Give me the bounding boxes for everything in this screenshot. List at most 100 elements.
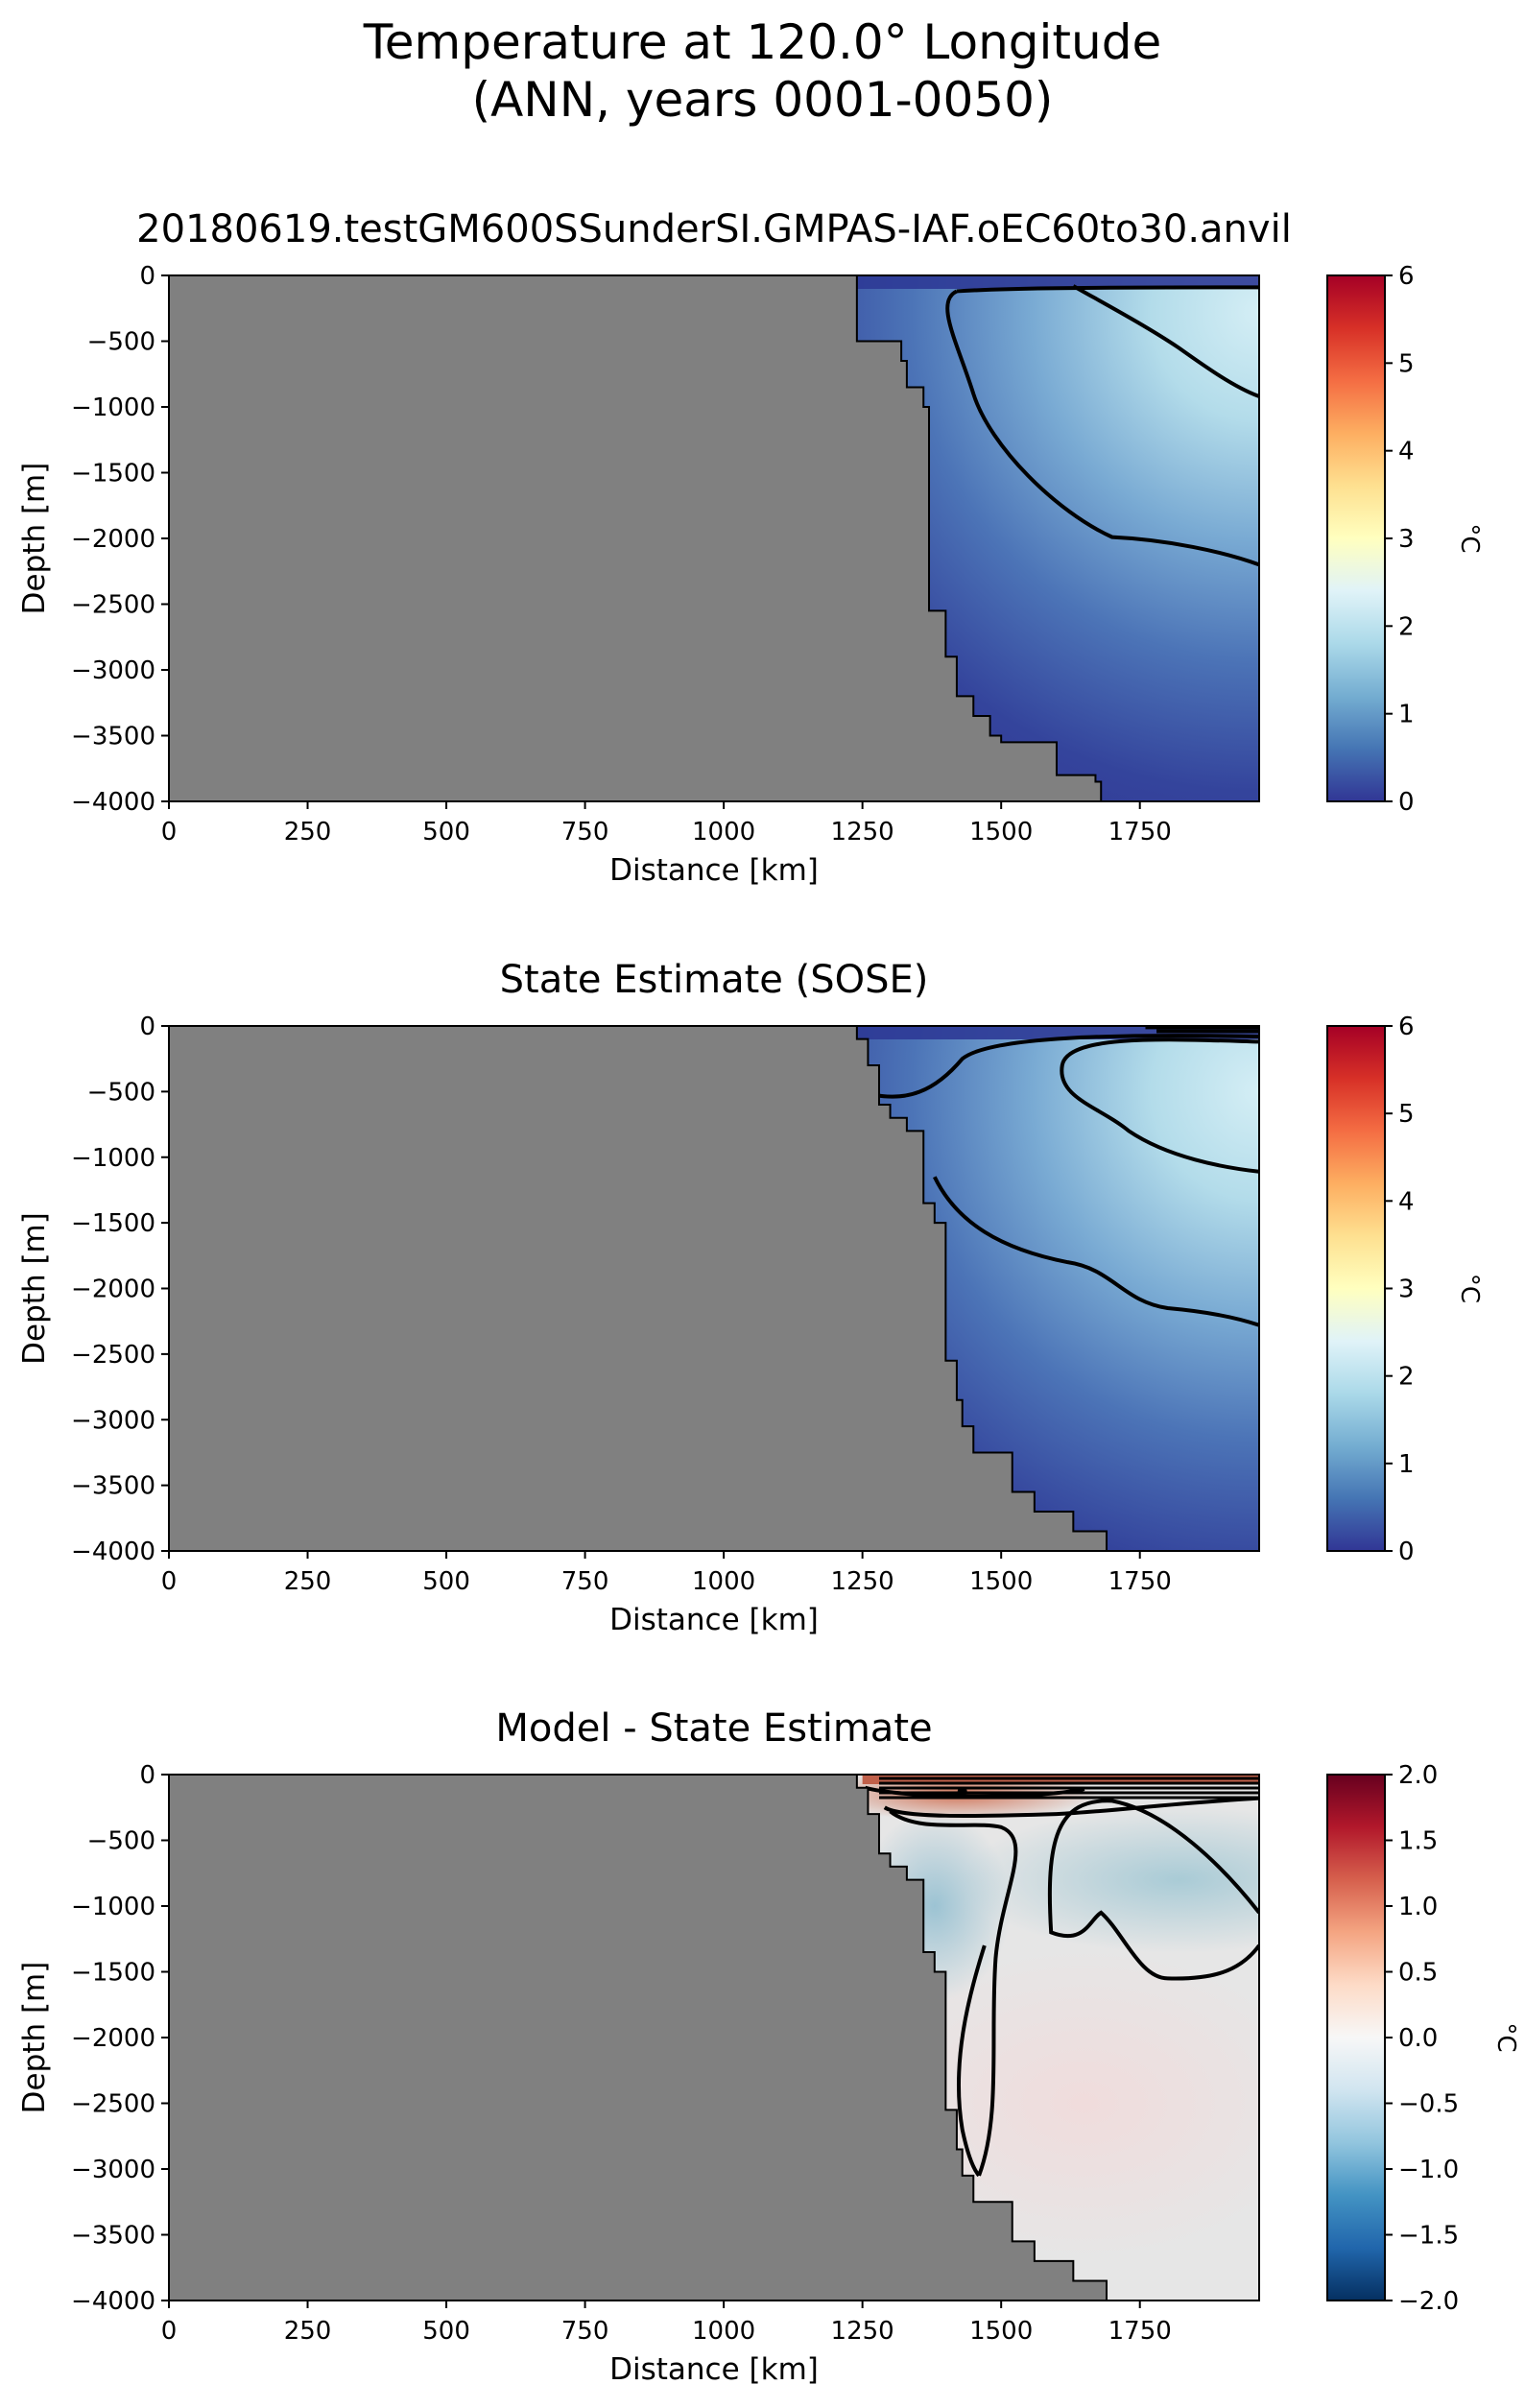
contour-line [933, 1176, 1259, 1327]
x-tick-label: 1250 [831, 2317, 894, 2346]
y-tick-label: −1000 [71, 393, 155, 422]
x-axis-label: Distance [km] [609, 2352, 819, 2387]
panel-2: State Estimate (SOSE)0 250 500 750 1000 1250 1… [17, 958, 1484, 1637]
colorbar-tick-label: −1.0 [1398, 2156, 1459, 2184]
contour-line [1145, 1026, 1259, 1034]
y-tick-label: −3500 [71, 2222, 155, 2251]
x-tick-label: 1750 [1108, 818, 1172, 846]
colorbar-scale [1326, 1025, 1386, 1552]
contour-line [864, 1785, 1085, 1799]
colorbar-tick-label: 2 [1398, 1363, 1415, 1392]
figure-title-line2: (ANN, years 0001-0050) [471, 72, 1054, 128]
colorbar-tick-label: 0 [1398, 1538, 1415, 1566]
colorbar-tick-label: 5 [1398, 1100, 1415, 1129]
colorbar-tick-label: 4 [1398, 1187, 1415, 1216]
plot-area [169, 1775, 1259, 2301]
contour-line [945, 289, 1259, 567]
y-tick-label: −500 [87, 328, 155, 357]
x-tick-label: 1500 [969, 818, 1033, 846]
contour-line [956, 285, 1259, 294]
y-tick-label: −1500 [71, 1959, 155, 1988]
y-tick-label: −2500 [71, 591, 155, 620]
colorbar-tick-label: 4 [1398, 438, 1415, 466]
y-tick-label: −500 [87, 1827, 155, 1856]
colorbar-label: °C [1491, 2022, 1520, 2052]
x-tick-label: 0 [161, 818, 178, 846]
colorbar-tick-label: 2.0 [1398, 1761, 1438, 1790]
x-tick-label: 250 [284, 2317, 332, 2346]
panel-title: State Estimate (SOSE) [500, 958, 929, 1002]
y-tick-label: −500 [87, 1078, 155, 1107]
colorbar: 0 1 2 3 4 5 6 °C [1326, 1013, 1484, 1566]
y-tick-label: 0 [139, 1761, 155, 1790]
x-axis-label: Distance [km] [609, 1603, 819, 1637]
colorbar: 0 1 2 3 4 5 6 °C [1326, 262, 1484, 817]
y-tick-label: −4000 [71, 1538, 155, 1566]
y-tick-label: 0 [139, 262, 155, 291]
x-tick-label: 500 [422, 818, 470, 846]
x-axis-label: Distance [km] [609, 853, 819, 888]
x-tick-label: 750 [561, 818, 609, 846]
colorbar-tick-label: 2 [1398, 612, 1415, 641]
figure-title-line1: Temperature at 120.0° Longitude [363, 14, 1162, 70]
x-tick-label: 1250 [831, 818, 894, 846]
y-tick-label: −3000 [71, 656, 155, 685]
x-tick-label: 0 [161, 1567, 178, 1596]
x-tick-label: 1750 [1108, 2317, 1172, 2346]
colorbar-tick-label: 3 [1398, 525, 1415, 554]
colorbar-tick-label: 1 [1398, 1450, 1415, 1479]
y-tick-label: −2500 [71, 1341, 155, 1370]
y-tick-label: −3000 [71, 2156, 155, 2184]
panel-title: 20180619.testGM600SSunderSI.GMPAS-IAF.oE… [136, 207, 1292, 251]
x-tick-label: 1000 [692, 1567, 755, 1596]
land-mask [169, 275, 1103, 801]
colorbar-tick-label: 1 [1398, 701, 1415, 729]
x-tick-label: 1000 [692, 818, 755, 846]
panel-title: Model - State Estimate [495, 1706, 932, 1751]
y-tick-label: −2500 [71, 2090, 155, 2119]
x-tick-label: 250 [284, 1567, 332, 1596]
contour-line [957, 1944, 987, 2178]
colorbar-label: °C [1455, 523, 1484, 553]
colorbar-tick-label: 1.0 [1398, 1893, 1438, 1921]
colorbar-tick-label: −2.0 [1398, 2287, 1459, 2316]
contour-line [1047, 1799, 1259, 1981]
y-tick-label: −1500 [71, 1209, 155, 1238]
colorbar-tick-label: −1.5 [1398, 2222, 1459, 2251]
y-tick-label: −3000 [71, 1406, 155, 1435]
y-tick-label: 0 [139, 1013, 155, 1041]
y-axis-label: Depth [m] [17, 1962, 52, 2114]
contour-marker [957, 1786, 967, 1797]
colorbar-tick-label: 0.5 [1398, 1959, 1438, 1988]
panel-3: Model - State Estimate 0 250 500 750 1000 1250… [17, 1706, 1520, 2387]
y-tick-label: −3500 [71, 723, 155, 751]
land-mask [169, 1026, 1108, 1551]
y-tick-label: −1000 [71, 1893, 155, 1921]
colorbar-label: °C [1455, 1274, 1484, 1303]
plot-area [169, 275, 1259, 801]
y-tick-label: −1500 [71, 460, 155, 489]
y-tick-label: −2000 [71, 525, 155, 554]
x-tick-label: 1750 [1108, 1567, 1172, 1596]
y-axis-label: Depth [m] [17, 1212, 52, 1365]
y-tick-label: −2000 [71, 1276, 155, 1304]
colorbar-tick-label: 0 [1398, 788, 1415, 817]
x-tick-label: 500 [422, 1567, 470, 1596]
x-tick-label: 1250 [831, 1567, 894, 1596]
colorbar-tick-label: 5 [1398, 349, 1415, 378]
contour-line [889, 1809, 1018, 2177]
contour-line [870, 1034, 1259, 1099]
plot-area [169, 1026, 1259, 1551]
x-tick-label: 1000 [692, 2317, 755, 2346]
colorbar: −2.0 −1.5 −1.0 −0.5 0.0 0.5 1.0 1.5 2.0 °C [1326, 1761, 1520, 2316]
x-tick-label: 1500 [969, 2317, 1033, 2346]
colorbar-tick-label: 6 [1398, 1013, 1415, 1041]
x-tick-label: 0 [161, 2317, 178, 2346]
colorbar-tick-label: −0.5 [1398, 2090, 1459, 2119]
y-tick-label: −1000 [71, 1144, 155, 1173]
y-tick-label: −4000 [71, 2287, 155, 2316]
contour-line [1060, 1037, 1259, 1174]
x-tick-label: 500 [422, 2317, 470, 2346]
colorbar-scale [1326, 274, 1386, 802]
